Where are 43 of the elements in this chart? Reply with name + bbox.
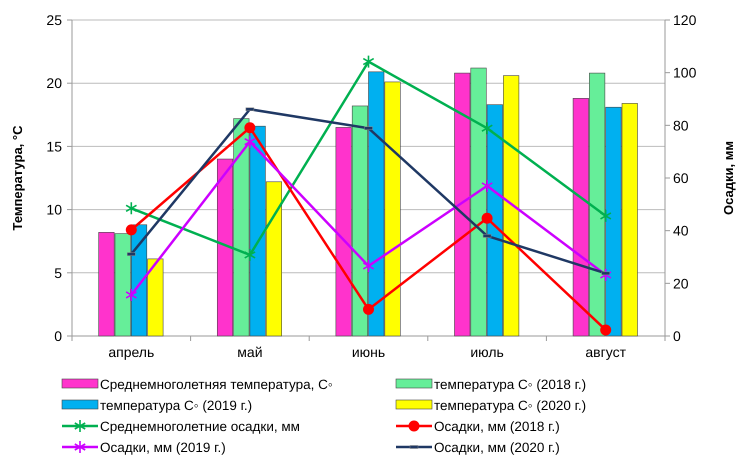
- x-tick-label: апрель: [108, 344, 154, 360]
- point: [600, 209, 612, 223]
- y2-tick-label: 60: [673, 170, 689, 186]
- point: [481, 121, 494, 136]
- point: [362, 54, 374, 68]
- x-tick-label: июнь: [352, 344, 386, 360]
- legend-label: температура С◦ (2019 г.): [100, 398, 252, 413]
- legend-label: Осадки, мм (2020 г.): [434, 440, 560, 455]
- point: [362, 259, 374, 273]
- y2-tick-label: 120: [673, 12, 697, 28]
- y-tick-label: 5: [54, 264, 62, 281]
- point: [126, 224, 137, 236]
- point: [244, 248, 256, 262]
- point: [482, 212, 493, 224]
- legend-label: Среднемноголетняя температура, С◦: [100, 377, 333, 392]
- point: [600, 324, 612, 336]
- legend-label: Среднемноголетние осадки, мм: [100, 419, 300, 434]
- point: [363, 304, 374, 315]
- y2-axis-title: Осадки, мм: [721, 141, 736, 215]
- y-tick-label: 25: [46, 12, 62, 28]
- legend-label: Осадки, мм (2018 г.): [434, 419, 560, 434]
- y-axis-title: Температура, °С: [10, 124, 25, 230]
- point: [244, 134, 256, 148]
- point: [600, 268, 612, 282]
- y-tick-label: 15: [46, 138, 62, 154]
- y-tick-label: 10: [46, 202, 62, 218]
- legend-label: температура С◦ (2018 г.): [434, 377, 586, 392]
- y2-tick-label: 40: [673, 222, 689, 239]
- legend-label: температура С◦ (2020 г.): [434, 398, 586, 413]
- y-tick-label: 0: [54, 328, 62, 344]
- legend-label: Осадки, мм (2019 г.): [100, 440, 226, 455]
- y-tick-label: 20: [46, 75, 62, 92]
- point: [244, 122, 256, 134]
- x-tick-label: август: [585, 344, 627, 360]
- point: [481, 179, 494, 193]
- x-tick-label: май: [237, 344, 263, 360]
- point: [125, 288, 138, 302]
- x-tick-label: июль: [470, 344, 504, 360]
- y2-tick-label: 20: [673, 275, 689, 292]
- y2-tick-label: 100: [673, 64, 697, 81]
- y2-tick-label: 80: [673, 117, 689, 134]
- y2-tick-label: 0: [673, 328, 681, 344]
- point: [125, 201, 138, 216]
